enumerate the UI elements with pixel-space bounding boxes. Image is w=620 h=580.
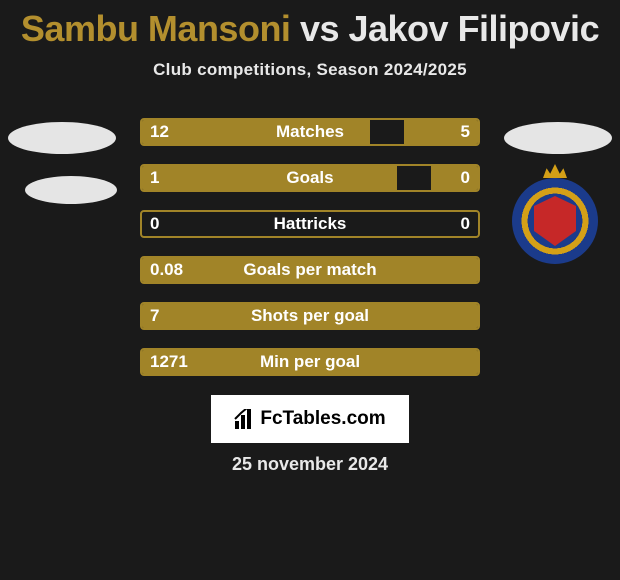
comparison-card: Sambu Mansoni vs Jakov Filipovic Club co… [0, 0, 620, 580]
bar-chart-icon [234, 409, 256, 429]
comparison-chart: 125Matches 10Goals 00Hattricks 0.08Goals pe… [0, 118, 620, 376]
fctables-label: FcTables.com [260, 408, 385, 430]
subtitle: Club competitions, Season 2024/2025 [0, 60, 620, 80]
stat-row: 00Hattricks [0, 210, 620, 238]
stat-row: 10Goals [0, 164, 620, 192]
stat-row: 0.08Goals per match [0, 256, 620, 284]
title-right-name: Jakov Filipovic [348, 8, 599, 49]
stat-row: 125Matches [0, 118, 620, 146]
stat-label: Hattricks [140, 210, 480, 238]
stat-row: 1271Min per goal [0, 348, 620, 376]
stat-label: Min per goal [140, 348, 480, 376]
date-label: 25 november 2024 [0, 454, 620, 475]
stat-label: Goals per match [140, 256, 480, 284]
stat-label: Shots per goal [140, 302, 480, 330]
title-left-name: Sambu Mansoni [21, 8, 291, 49]
stat-row: 7Shots per goal [0, 302, 620, 330]
fctables-watermark: FcTables.com [211, 395, 409, 443]
stat-label: Matches [140, 118, 480, 146]
title-vs: vs [290, 8, 348, 49]
page-title: Sambu Mansoni vs Jakov Filipovic [0, 0, 620, 50]
stat-label: Goals [140, 164, 480, 192]
